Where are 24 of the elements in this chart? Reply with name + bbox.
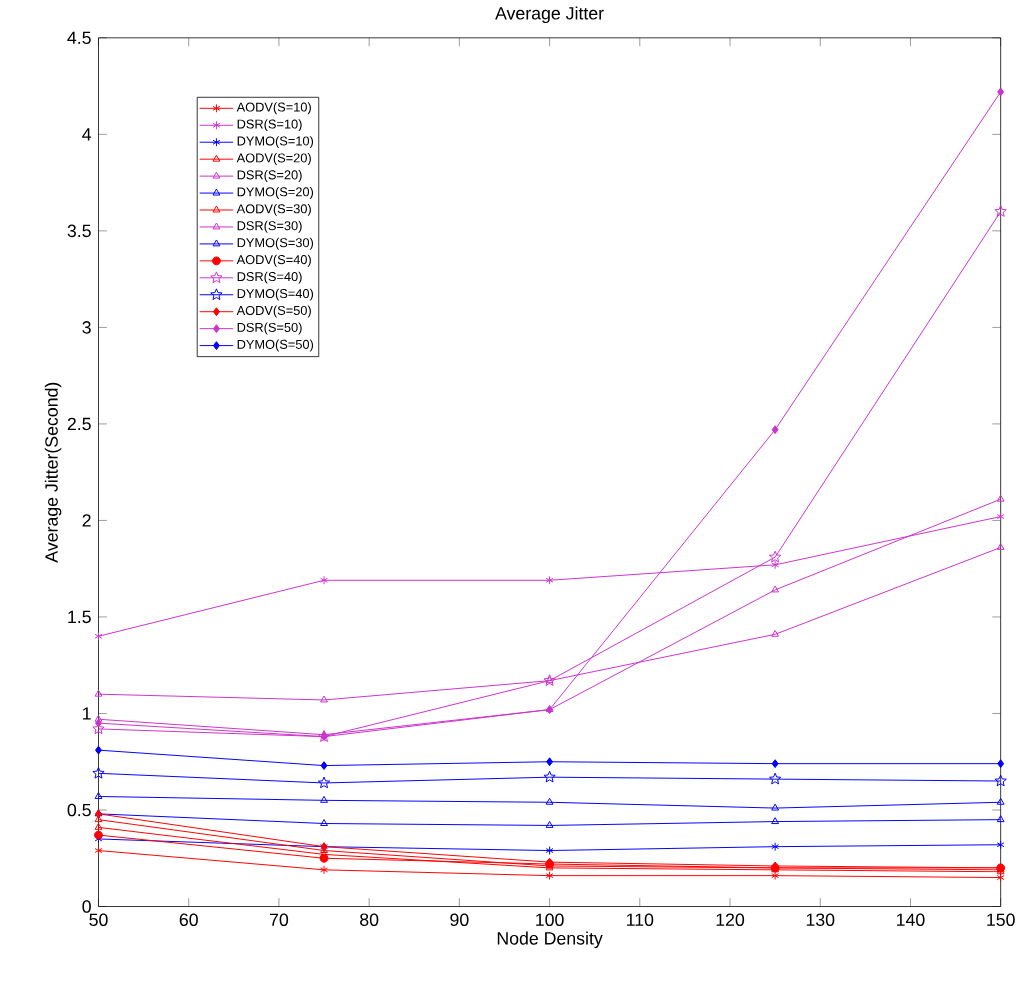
x-tick-label: 120 [716,913,745,927]
y-tick-label: 1.5 [68,611,91,624]
y-axis-title: Average Jitter(Second) [44,383,62,564]
y-tick-label: 4.5 [67,32,91,45]
x-tick-label: 140 [897,913,925,927]
y-tick-label: 4 [82,128,92,141]
x-tick-label: 50 [89,913,108,927]
y-tick-label: 2.5 [67,418,91,431]
x-tick-label: 80 [360,913,379,927]
x-tick-label: 60 [179,913,198,927]
y-tick-label: 0 [82,900,91,914]
x-tick-label: 70 [270,913,289,927]
chart-title: Average Jitter [495,6,604,24]
y-tick-label: 1 [83,707,91,721]
x-tick-label: 110 [627,913,654,927]
x-tick-label: 100 [536,913,564,927]
x-axis-title: Node Density [497,932,603,949]
x-tick-label: 130 [806,913,835,927]
x-tick-label: 150 [987,913,1015,927]
y-tick-label: 3.5 [67,225,91,238]
y-tick-label: 3 [82,321,91,335]
y-tick-label: 2 [82,514,91,528]
x-tick-label: 90 [450,913,469,927]
y-tick-label: 0.5 [67,804,91,817]
